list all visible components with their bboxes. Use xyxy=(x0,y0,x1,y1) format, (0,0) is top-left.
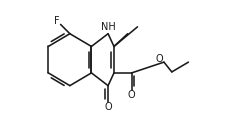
Text: O: O xyxy=(155,54,163,64)
Text: F: F xyxy=(54,16,60,26)
Text: NH: NH xyxy=(101,22,115,32)
Text: O: O xyxy=(104,102,112,112)
Text: O: O xyxy=(128,90,135,100)
